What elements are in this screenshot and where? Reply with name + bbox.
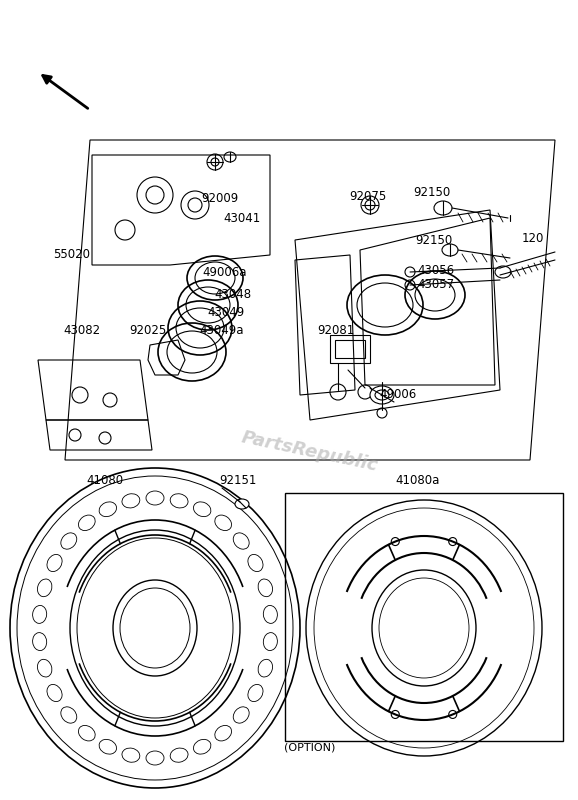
Bar	[285, 493, 563, 741]
Text: 43056: 43056	[417, 263, 454, 277]
Text: 92151: 92151	[219, 474, 257, 486]
Text: PartsRepublic: PartsRepublic	[240, 429, 380, 475]
Bar	[330, 335, 370, 363]
Ellipse shape	[495, 266, 511, 278]
Text: 43049: 43049	[208, 306, 244, 319]
Text: 92075: 92075	[349, 190, 387, 202]
Bar	[335, 340, 365, 358]
Text: 120: 120	[522, 231, 544, 245]
Text: 92081: 92081	[317, 323, 355, 337]
Text: 43057: 43057	[417, 278, 454, 291]
Text: 41080a: 41080a	[396, 474, 440, 486]
Text: 43049a: 43049a	[200, 325, 244, 338]
Text: 43048: 43048	[214, 289, 251, 302]
Ellipse shape	[434, 201, 452, 215]
Text: 49006: 49006	[379, 389, 417, 402]
Text: (OPTION): (OPTION)	[284, 743, 336, 753]
Text: 43041: 43041	[223, 211, 261, 225]
Text: 41080: 41080	[87, 474, 124, 486]
Text: 49006a: 49006a	[203, 266, 247, 278]
Ellipse shape	[235, 499, 249, 509]
Ellipse shape	[370, 386, 394, 404]
Ellipse shape	[442, 244, 458, 256]
Text: 43082: 43082	[64, 323, 101, 337]
Text: 55020: 55020	[54, 249, 91, 262]
Text: 92150: 92150	[416, 234, 453, 246]
Text: 92009: 92009	[201, 191, 239, 205]
Text: 92025: 92025	[129, 323, 166, 337]
Text: 92150: 92150	[413, 186, 451, 199]
